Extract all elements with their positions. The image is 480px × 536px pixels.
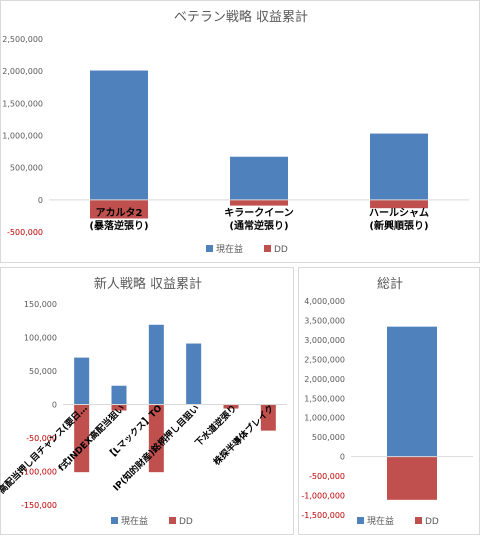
legend-label: DD: [274, 245, 288, 255]
y-tick-label: -150,000: [21, 501, 57, 510]
y-tick-label: 1,000,000: [304, 414, 345, 423]
legend-swatch: [206, 245, 213, 252]
category-label: アカルタ2: [96, 207, 143, 219]
bar-dd: [111, 404, 127, 411]
legend-label: DD: [179, 517, 193, 527]
y-tick-label: 0: [52, 401, 57, 410]
bar-current-profit: [74, 357, 90, 405]
legend-label: DD: [425, 517, 439, 527]
y-tick-label: 150,000: [24, 300, 57, 309]
y-tick-label: 4,000,000: [304, 297, 345, 306]
chart-title: 新人戦略 収益累計: [94, 276, 202, 292]
y-tick-label: 500,000: [10, 164, 43, 173]
bar-dd: [74, 404, 90, 473]
y-tick-label: -100,000: [21, 468, 57, 477]
bar-current-profit: [111, 385, 127, 405]
category-label: (通常逆張り): [229, 219, 288, 232]
y-tick-label: 1,000,000: [2, 132, 43, 141]
category-label: ハールシャム: [369, 207, 429, 219]
chart-newcomer-strategy: 新人戦略 収益累計 -150,000 -100,000 -50,000 0 50,000…: [0, 267, 294, 535]
category-label: (新興順張り): [369, 219, 428, 232]
legend-swatch: [169, 517, 176, 524]
chart-total-svg: 総計 -1,500,000 -1,000,000 -500,000 0 500,000 1…: [301, 276, 473, 527]
y-tick-label: -1,500,000: [301, 511, 345, 520]
legend-label: 現在益: [367, 515, 394, 527]
legend-label: 現在益: [121, 515, 148, 527]
legend-swatch: [415, 517, 422, 524]
legend-swatch: [357, 517, 364, 524]
y-tick-label: 2,500,000: [304, 355, 345, 364]
bar-current-profit: [148, 324, 164, 405]
bar-dd: [223, 404, 239, 409]
y-tick-label: 100,000: [24, 334, 57, 343]
bar-current-profit: [370, 133, 428, 200]
y-tick-label: -50,000: [26, 434, 57, 443]
category-label: キラークイーン: [224, 207, 294, 219]
bar-dd: [260, 404, 276, 431]
bar-dd: [387, 456, 437, 500]
chart-newcomer-svg: 新人戦略 収益累計 -150,000 -100,000 -50,000 0 50,000…: [0, 276, 287, 527]
bar-current-profit: [230, 156, 288, 200]
chart-veteran-svg: ベテラン戦略 収益累計 -500,000 0 500,000 1,000,000 1,5…: [2, 9, 469, 255]
bar-dd: [230, 199, 288, 206]
bar-dd: [90, 199, 148, 219]
y-tick-label: 2,500,000: [2, 35, 43, 44]
category-label: 株探半導体ブレイク: [211, 402, 277, 468]
y-tick-label: -500,000: [7, 228, 43, 237]
legend-swatch: [264, 245, 271, 252]
y-tick-label: 1,500,000: [2, 99, 43, 108]
chart-title: ベテラン戦略 収益累計: [174, 9, 308, 25]
y-tick-label: 0: [340, 453, 345, 462]
legend-label: 現在益: [216, 243, 243, 255]
y-tick-label: 2,000,000: [304, 375, 345, 384]
bar-dd: [370, 199, 428, 209]
bar-current-profit: [387, 326, 437, 457]
legend-swatch: [111, 517, 118, 524]
y-tick-label: 0: [38, 196, 43, 205]
y-tick-label: 50,000: [29, 367, 57, 376]
y-tick-label: 3,000,000: [304, 336, 345, 345]
y-tick-label: -500,000: [309, 472, 345, 481]
chart-veteran-strategy: ベテラン戦略 収益累計 -500,000 0 500,000 1,000,000 1,5…: [0, 0, 480, 263]
category-label: f式INDEX高配当狙い: [55, 402, 127, 474]
y-tick-label: 3,500,000: [304, 316, 345, 325]
bar-dd: [148, 404, 164, 473]
bar-current-profit: [90, 70, 148, 200]
chart-total: 総計 -1,500,000 -1,000,000 -500,000 0 500,000 1…: [298, 267, 480, 535]
y-tick-label: -1,000,000: [301, 492, 345, 501]
y-tick-label: 1,500,000: [304, 394, 345, 403]
bar-current-profit: [186, 343, 202, 405]
y-tick-label: 500,000: [312, 433, 345, 442]
chart-title: 総計: [377, 276, 403, 292]
category-label: (暴落逆張り): [89, 219, 148, 232]
y-tick-label: 2,000,000: [2, 67, 43, 76]
